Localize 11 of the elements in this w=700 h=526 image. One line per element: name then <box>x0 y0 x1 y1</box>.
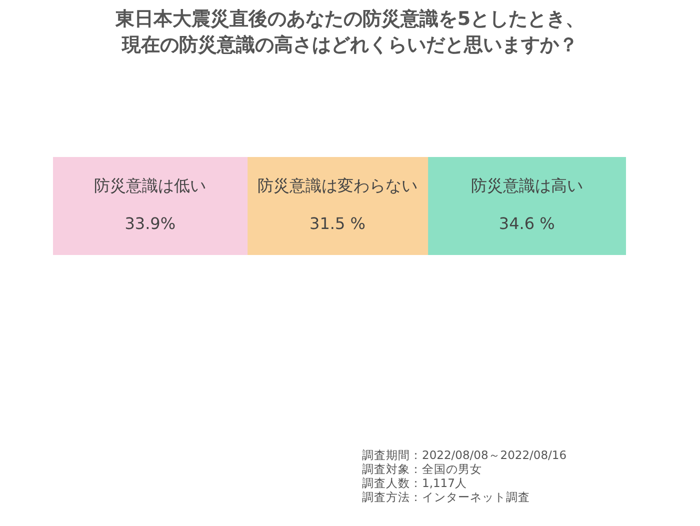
data-label: 33.9% <box>124 214 176 234</box>
data-label: 34.6 % <box>498 214 555 234</box>
series-label: 防災意識は変わらない <box>257 176 418 196</box>
text: 調査対象：全国の男女 <box>362 462 483 476</box>
series-label: 防災意識は高い <box>470 176 583 196</box>
text: 調査方法：インターネット調査 <box>362 490 531 504</box>
series-label: 防災意識は低い <box>94 176 206 196</box>
text: 調査人数：1,117人 <box>362 476 468 490</box>
data-label: 31.5 % <box>310 214 366 234</box>
text: 調査期間：2022/08/08～2022/08/16 <box>362 448 567 462</box>
chart-title: 東日本大震災直後のあなたの防災意識を5としたとき、現在の防災意識の高さはどれくらいだと思いますか？ <box>114 7 586 58</box>
